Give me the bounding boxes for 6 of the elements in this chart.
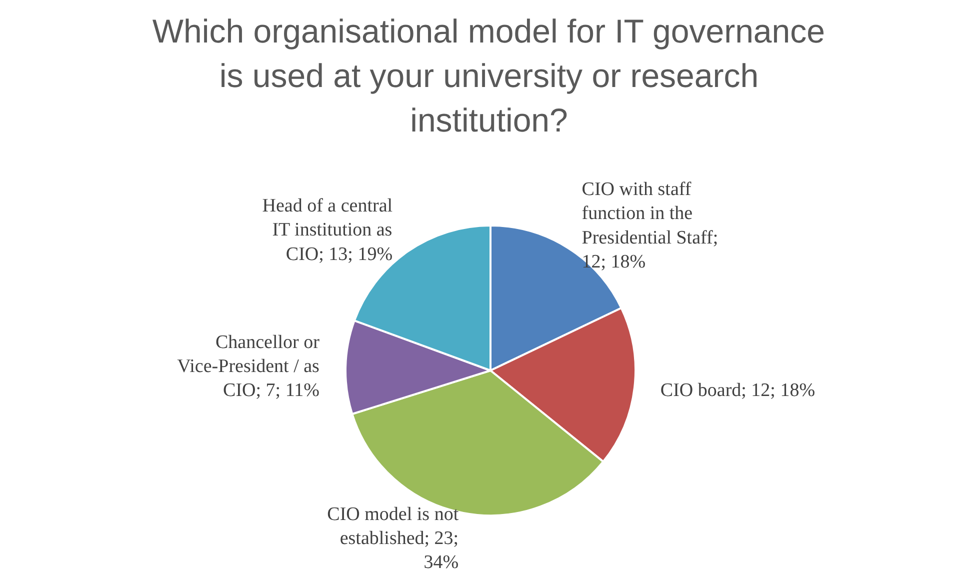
slice-label: CIO board; 12; 18% (660, 380, 816, 402)
slice-label: Head of a central IT institution as CIO; 13; 19% (262, 196, 393, 265)
slice-label: CIO model is not established; 23; 34% (327, 504, 460, 574)
slice-label: Chancellor or Vice-President / as CIO; 7; 11% (177, 332, 320, 402)
chart-title: Which organisational model for IT governance is used at your university or research institution? (152, 12, 826, 138)
slice-label: CIO with staff function in the Presidential Staff; 12; 18% (582, 179, 718, 273)
